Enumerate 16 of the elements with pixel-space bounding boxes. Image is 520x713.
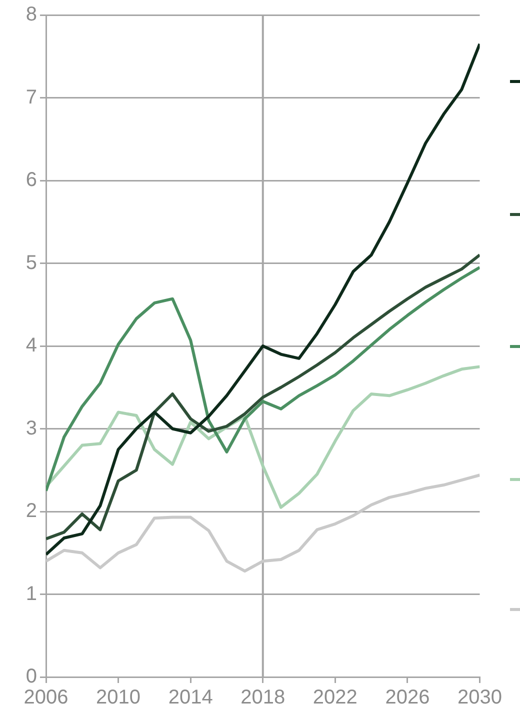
x-tick-label: 2018	[240, 686, 286, 709]
x-tick-label: 2022	[312, 686, 358, 709]
y-tick-label: 4	[26, 334, 37, 357]
y-tick-label: 7	[26, 86, 37, 108]
x-tick-label: 2014	[168, 686, 213, 709]
x-tick-label: 2010	[96, 686, 141, 709]
y-tick-label: 6	[26, 169, 37, 192]
y-tick-label: 3	[26, 417, 37, 440]
y-tick-label: 2	[26, 500, 37, 522]
y-tick-label: 8	[26, 4, 37, 26]
y-tick-label: 1	[26, 582, 37, 605]
y-tick-label: 0	[26, 666, 37, 688]
x-tick-label: 2030	[458, 686, 502, 709]
x-tick-label: 2026	[385, 686, 430, 709]
y-tick-label: 5	[26, 252, 37, 274]
x-tick-label: 2006	[24, 686, 68, 709]
